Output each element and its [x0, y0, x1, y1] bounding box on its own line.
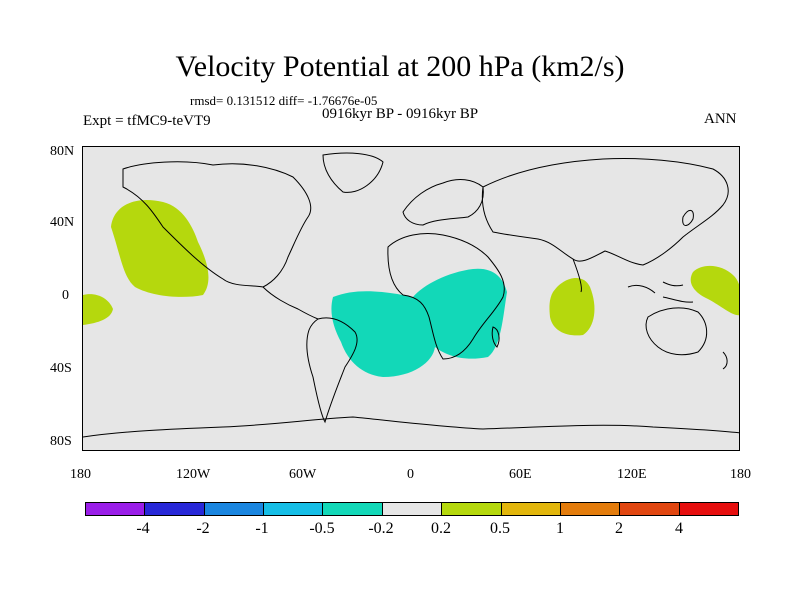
lat-label-40s: 40S — [50, 361, 72, 376]
lon-label-60w: 60W — [289, 467, 317, 482]
colorbar-label: -0.5 — [309, 520, 335, 537]
world-map — [83, 152, 739, 438]
north-pacific-positive-region — [111, 199, 209, 297]
colorbar-box — [501, 503, 561, 515]
lat-label-80n: 80N — [50, 144, 75, 159]
lat-label-40n: 40N — [50, 215, 75, 230]
colorbar-box — [382, 503, 443, 515]
lat-label-80s: 80S — [50, 434, 72, 449]
colorbar-label: -1 — [255, 520, 269, 537]
season-label: ANN — [704, 111, 737, 127]
lat-label-0: 0 — [62, 288, 69, 303]
lon-label-120e: 120E — [617, 467, 647, 482]
colorbar-label: 0.5 — [490, 520, 510, 537]
lon-label-180w: 180 — [70, 467, 91, 482]
map-panel — [82, 146, 740, 451]
period-label: 0916kyr BP - 0916kyr BP — [322, 106, 479, 122]
colorbar-label: -4 — [136, 520, 150, 537]
colorbar-label: 0.2 — [431, 520, 451, 537]
plot-title: Velocity Potential at 200 hPa (km2/s) — [175, 50, 625, 83]
colorbar-box — [442, 503, 502, 515]
colorbar-box — [145, 503, 205, 515]
east-pacific-positive-region — [83, 294, 113, 325]
colorbar-box — [560, 503, 621, 515]
colorbar-box — [264, 503, 324, 515]
lon-label-120w: 120W — [176, 467, 211, 482]
stats-line: rmsd= 0.131512 diff= -1.76676e-05 — [190, 93, 378, 108]
colorbar-box — [204, 503, 265, 515]
south-atlantic-africa-negative-region — [331, 268, 507, 377]
colorbar — [85, 502, 739, 516]
lon-label-60e: 60E — [509, 467, 532, 482]
colorbar-box — [679, 503, 738, 515]
indian-ocean-positive-region — [549, 277, 595, 336]
colorbar-label: 2 — [615, 520, 623, 537]
colorbar-box — [323, 503, 383, 515]
colorbar-label: 4 — [675, 520, 683, 537]
west-pacific-positive-region — [690, 265, 739, 316]
colorbar-label: 1 — [556, 520, 564, 537]
colorbar-box — [620, 503, 680, 515]
lon-label-180e: 180 — [730, 467, 751, 482]
experiment-label: Expt = tfMC9-teVT9 — [83, 113, 211, 129]
lon-label-0: 0 — [407, 467, 414, 482]
coastlines — [83, 152, 739, 438]
colorbar-box — [86, 503, 146, 515]
colorbar-label: -0.2 — [368, 520, 394, 537]
colorbar-label: -2 — [196, 520, 210, 537]
